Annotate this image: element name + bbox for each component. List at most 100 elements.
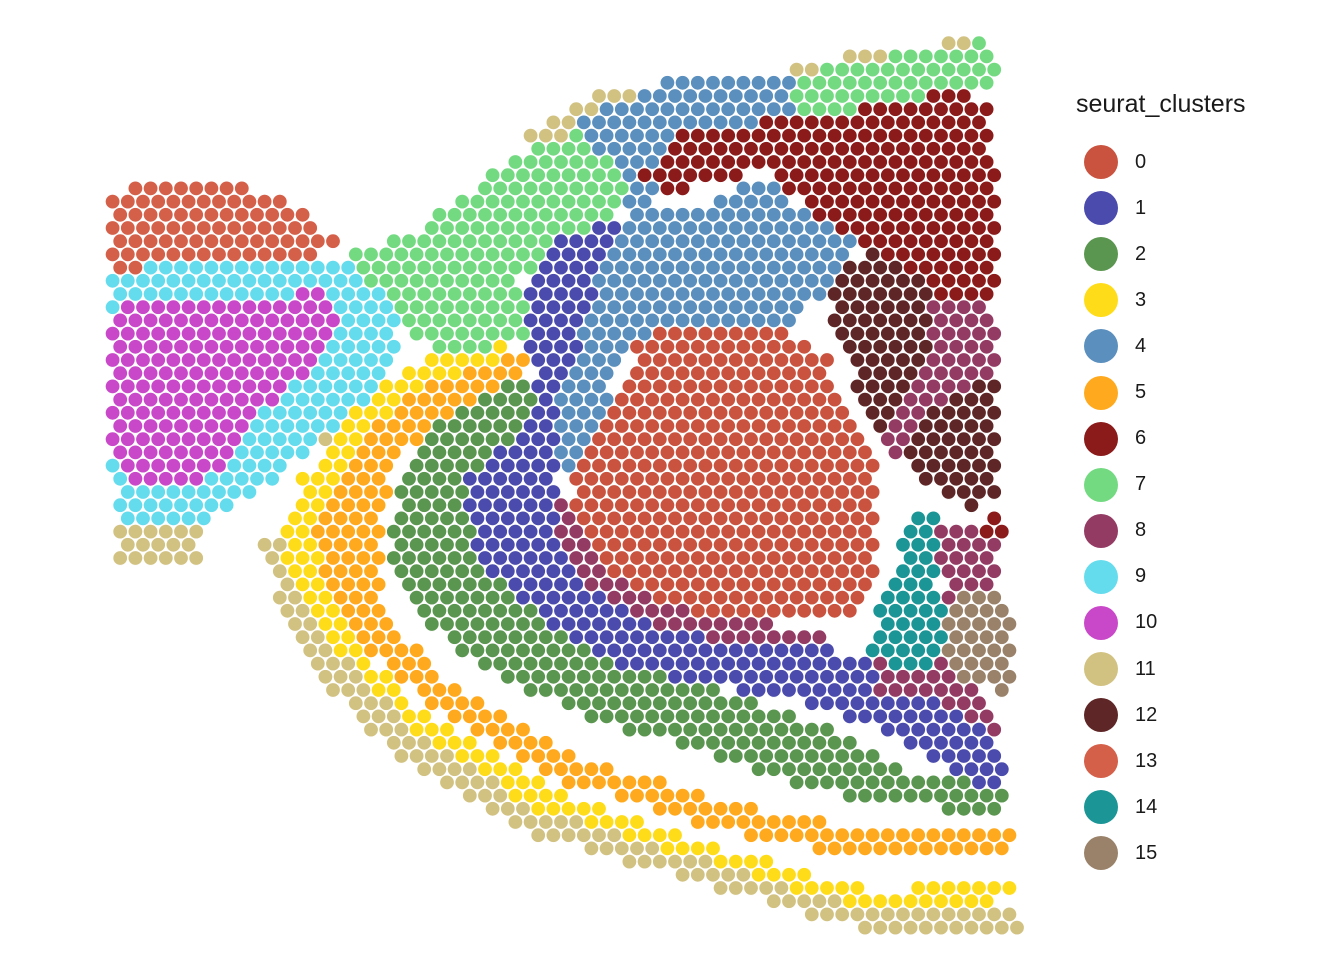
spot-cluster-10 <box>279 312 295 328</box>
spot-cluster-7 <box>796 75 812 91</box>
spot-cluster-13 <box>165 246 181 262</box>
spot-cluster-0 <box>789 352 805 368</box>
spot-cluster-0 <box>697 484 713 500</box>
spot-cluster-5 <box>553 761 569 777</box>
spot-cluster-3 <box>789 880 805 896</box>
spot-cluster-5 <box>561 774 577 790</box>
spot-cluster-4 <box>621 141 637 157</box>
spot-cluster-9 <box>317 378 333 394</box>
spot-cluster-11 <box>287 590 303 606</box>
spot-cluster-10 <box>203 418 219 434</box>
spot-cluster-8 <box>675 603 691 619</box>
spot-cluster-1 <box>781 656 797 672</box>
spot-cluster-1 <box>545 458 561 474</box>
spot-cluster-1 <box>576 273 592 289</box>
spot-cluster-0 <box>834 431 850 447</box>
spot-cluster-4 <box>811 260 827 276</box>
spot-cluster-9 <box>257 431 273 447</box>
spot-cluster-0 <box>614 471 630 487</box>
spot-cluster-2 <box>652 669 668 685</box>
spot-cluster-3 <box>409 378 425 394</box>
spot-cluster-7 <box>393 299 409 315</box>
spot-cluster-6 <box>933 207 949 223</box>
spot-cluster-7 <box>941 62 957 78</box>
spot-cluster-7 <box>469 246 485 262</box>
spot-cluster-1 <box>880 695 896 711</box>
spot-cluster-14 <box>910 590 926 606</box>
spot-cluster-3 <box>971 880 987 896</box>
spot-cluster-7 <box>963 48 979 64</box>
spot-cluster-8 <box>720 629 736 645</box>
spot-cluster-3 <box>333 431 349 447</box>
spot-cluster-4 <box>690 260 706 276</box>
spot-cluster-12 <box>933 444 949 460</box>
spot-cluster-7 <box>986 62 1002 78</box>
spot-cluster-4 <box>728 273 744 289</box>
spot-cluster-3 <box>401 365 417 381</box>
spot-cluster-6 <box>933 180 949 196</box>
spot-cluster-11 <box>371 708 387 724</box>
spot-cluster-5 <box>515 352 531 368</box>
spot-cluster-1 <box>925 695 941 711</box>
spot-cluster-0 <box>697 405 713 421</box>
spot-cluster-0 <box>614 497 630 513</box>
spot-cluster-0 <box>652 563 668 579</box>
spot-cluster-2 <box>477 629 493 645</box>
spot-cluster-7 <box>568 154 584 170</box>
spot-cluster-1 <box>971 722 987 738</box>
spot-cluster-0 <box>849 537 865 553</box>
spot-cluster-8 <box>918 392 934 408</box>
spot-cluster-8 <box>956 563 972 579</box>
spot-cluster-0 <box>682 326 698 342</box>
spot-cluster-0 <box>690 524 706 540</box>
spot-cluster-5 <box>728 801 744 817</box>
spot-cluster-4 <box>621 167 637 183</box>
spot-cluster-1 <box>545 352 561 368</box>
spot-cluster-3 <box>325 629 341 645</box>
spot-cluster-14 <box>925 563 941 579</box>
spot-cluster-2 <box>963 788 979 804</box>
spot-cluster-7 <box>462 233 478 249</box>
spot-cluster-9 <box>120 484 136 500</box>
spot-cluster-6 <box>796 154 812 170</box>
spot-cluster-7 <box>849 62 865 78</box>
spot-cluster-7 <box>599 207 615 223</box>
spot-cluster-1 <box>538 260 554 276</box>
spot-cluster-2 <box>606 669 622 685</box>
spot-cluster-6 <box>963 286 979 302</box>
spot-cluster-6 <box>971 141 987 157</box>
spot-cluster-11 <box>872 920 888 936</box>
spot-cluster-7 <box>576 141 592 157</box>
spot-cluster-7 <box>948 75 964 91</box>
spot-cluster-1 <box>538 286 554 302</box>
spot-cluster-11 <box>735 867 751 883</box>
spot-cluster-1 <box>918 735 934 751</box>
spot-cluster-8 <box>925 299 941 315</box>
spot-cluster-5 <box>811 814 827 830</box>
spot-cluster-13 <box>188 180 204 196</box>
spot-cluster-5 <box>340 524 356 540</box>
spot-cluster-13 <box>310 233 326 249</box>
spot-cluster-3 <box>614 814 630 830</box>
spot-cluster-10 <box>112 365 128 381</box>
spot-cluster-14 <box>865 642 881 658</box>
legend-items: 0 1 2 3 4 5 6 7 8 9 10 11 12 13 14 15 <box>1076 139 1326 877</box>
spot-cluster-6 <box>766 154 782 170</box>
spot-cluster-12 <box>986 458 1002 474</box>
spot-cluster-0 <box>834 563 850 579</box>
spot-cluster-10 <box>249 312 265 328</box>
spot-cluster-11 <box>112 524 128 540</box>
spot-cluster-12 <box>925 431 941 447</box>
spot-cluster-9 <box>287 273 303 289</box>
legend-label: 3 <box>1135 288 1147 311</box>
spot-cluster-6 <box>834 141 850 157</box>
spot-cluster-4 <box>735 207 751 223</box>
spot-cluster-7 <box>386 233 402 249</box>
spot-cluster-4 <box>583 392 599 408</box>
spot-cluster-0 <box>644 392 660 408</box>
legend-swatch <box>1084 744 1118 779</box>
spot-cluster-10 <box>226 405 242 421</box>
spot-cluster-3 <box>918 893 934 909</box>
spot-cluster-6 <box>963 207 979 223</box>
spot-cluster-0 <box>675 471 691 487</box>
